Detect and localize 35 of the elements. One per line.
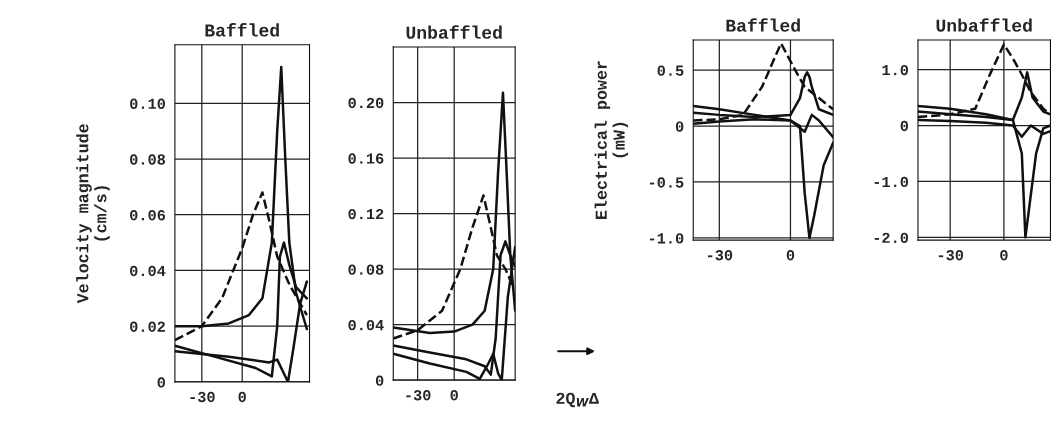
y-tick-label: -1.0: [649, 233, 684, 244]
y-tick-label: -1.0: [874, 176, 909, 188]
chart-title: Baffled: [726, 18, 800, 32]
y-tick-label: 0.06: [130, 210, 166, 221]
y-tick-label: 0.12: [348, 208, 384, 220]
chart-title: Unbaffled: [406, 25, 502, 39]
y-tick-label: 0.08: [348, 264, 384, 275]
x-tick-label: -30: [406, 390, 431, 401]
y-axis-title: Electrical power (mW): [594, 61, 629, 219]
chart-title: Baffled: [205, 23, 279, 37]
y-tick-label: 0.16: [348, 153, 384, 164]
y-tick-label: 0: [900, 120, 909, 132]
x-tick-label: 0: [238, 391, 246, 403]
chart-title: Unbaffled: [936, 18, 1032, 32]
y-axis-title: Velocity magnitude (cm/s): [76, 124, 110, 304]
y-tick-label: 0.04: [130, 265, 166, 277]
y-tick-label: 0: [375, 375, 384, 386]
x-tick-label: -30: [938, 250, 964, 261]
x-tick-label: -30: [190, 391, 215, 403]
y-tick-label: 0.5: [657, 65, 684, 76]
y-tick-label: -0.5: [649, 177, 684, 188]
y-tick-label: 0.04: [348, 319, 384, 331]
y-tick-label: 0.10: [130, 98, 165, 109]
x-tick-label: 0: [786, 250, 795, 261]
y-tick-label: 0: [157, 377, 165, 388]
y-tick-label: -2.0: [874, 232, 909, 244]
y-tick-label: 1.0: [882, 64, 909, 76]
y-tick-label: 0.08: [130, 154, 166, 165]
x-tick-label: 0: [1000, 250, 1008, 261]
y-tick-label: 0.20: [348, 97, 384, 109]
x-tick-label: -30: [707, 250, 733, 261]
x-tick-label: 0: [450, 390, 458, 401]
y-tick-label: 0.02: [130, 321, 165, 332]
text: 2Q$_{W}$Δ: [556, 392, 599, 408]
y-tick-label: 0: [675, 121, 684, 132]
